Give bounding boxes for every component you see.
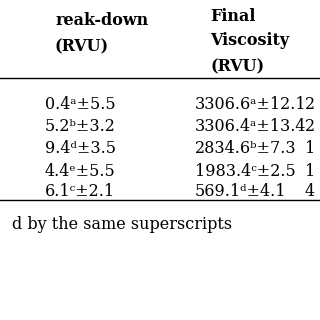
Text: d by the same superscripts: d by the same superscripts	[12, 216, 232, 233]
Text: Viscosity: Viscosity	[210, 32, 289, 49]
Text: 2: 2	[305, 118, 315, 135]
Text: Final: Final	[210, 8, 255, 25]
Text: 2834.6ᵇ±7.3: 2834.6ᵇ±7.3	[195, 140, 297, 157]
Text: 6.1ᶜ±2.1: 6.1ᶜ±2.1	[45, 183, 115, 200]
Text: (RVU): (RVU)	[210, 58, 264, 75]
Text: 4: 4	[305, 183, 315, 200]
Text: 9.4ᵈ±3.5: 9.4ᵈ±3.5	[45, 140, 116, 157]
Text: (RVU): (RVU)	[55, 38, 109, 55]
Text: 2: 2	[305, 96, 315, 113]
Text: 1983.4ᶜ±2.5: 1983.4ᶜ±2.5	[195, 163, 296, 180]
Text: 1: 1	[305, 140, 315, 157]
Text: 3306.6ᵃ±12.1: 3306.6ᵃ±12.1	[195, 96, 307, 113]
Text: reak-down: reak-down	[55, 12, 148, 29]
Text: 4.4ᵉ±5.5: 4.4ᵉ±5.5	[45, 163, 116, 180]
Text: 0.4ᵃ±5.5: 0.4ᵃ±5.5	[45, 96, 116, 113]
Text: 1: 1	[305, 163, 315, 180]
Text: 5.2ᵇ±3.2: 5.2ᵇ±3.2	[45, 118, 116, 135]
Text: 569.1ᵈ±4.1: 569.1ᵈ±4.1	[195, 183, 286, 200]
Text: 3306.4ᵃ±13.4: 3306.4ᵃ±13.4	[195, 118, 307, 135]
